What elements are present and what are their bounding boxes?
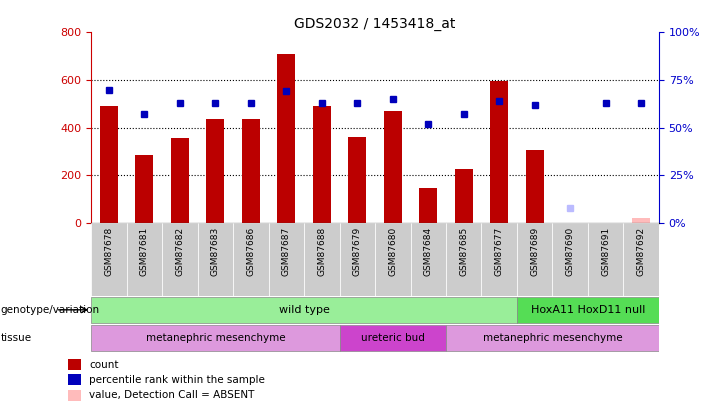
Bar (411, 223, 446, 296)
Bar (313, 106, 331, 223)
Bar (375, 223, 411, 296)
Text: GSM87684: GSM87684 (424, 226, 433, 275)
Text: GSM87686: GSM87686 (246, 226, 255, 276)
Bar (100, 106, 118, 223)
Bar (588, 223, 623, 296)
Bar (91, 297, 517, 322)
Text: count: count (89, 360, 118, 370)
Text: GSM87685: GSM87685 (459, 226, 468, 276)
Bar (162, 223, 198, 296)
Bar (233, 223, 268, 296)
Bar (455, 169, 472, 223)
Text: GSM87680: GSM87680 (388, 226, 397, 276)
Bar (135, 155, 154, 223)
Text: value, Detection Call = ABSENT: value, Detection Call = ABSENT (89, 390, 254, 400)
Bar (339, 223, 375, 296)
Bar (446, 325, 659, 351)
Text: ureteric bud: ureteric bud (361, 333, 425, 343)
Bar (278, 54, 295, 223)
Bar (632, 217, 650, 223)
Bar (198, 223, 233, 296)
Bar (623, 223, 659, 296)
Bar (242, 119, 259, 223)
Text: GSM87690: GSM87690 (566, 226, 575, 276)
Bar (91, 325, 339, 351)
Bar (268, 223, 304, 296)
Text: tissue: tissue (1, 333, 32, 343)
Text: wild type: wild type (278, 305, 329, 315)
Bar (68, 390, 81, 401)
Text: GSM87688: GSM87688 (318, 226, 326, 276)
Text: GSM87678: GSM87678 (104, 226, 114, 276)
Text: metanephric mesenchyme: metanephric mesenchyme (146, 333, 285, 343)
Text: GSM87677: GSM87677 (495, 226, 504, 276)
Text: GSM87682: GSM87682 (175, 226, 184, 275)
Bar (552, 223, 588, 296)
Bar (91, 223, 127, 296)
Bar (384, 111, 402, 223)
Bar (446, 223, 482, 296)
Bar (171, 138, 189, 223)
Text: GSM87681: GSM87681 (140, 226, 149, 276)
Bar (348, 137, 366, 223)
Text: genotype/variation: genotype/variation (1, 305, 100, 315)
Bar (526, 150, 543, 223)
Text: metanephric mesenchyme: metanephric mesenchyme (483, 333, 622, 343)
Bar (68, 359, 81, 370)
Bar (482, 223, 517, 296)
Bar (207, 119, 224, 223)
Text: GSM87687: GSM87687 (282, 226, 291, 276)
Bar (517, 297, 659, 322)
Text: GSM87691: GSM87691 (601, 226, 610, 276)
Text: GSM87692: GSM87692 (637, 226, 646, 275)
Text: GSM87679: GSM87679 (353, 226, 362, 276)
Bar (339, 325, 446, 351)
Bar (304, 223, 339, 296)
Text: percentile rank within the sample: percentile rank within the sample (89, 375, 265, 385)
Text: HoxA11 HoxD11 null: HoxA11 HoxD11 null (531, 305, 645, 315)
Text: GSM87689: GSM87689 (530, 226, 539, 276)
Bar (68, 374, 81, 386)
Bar (127, 223, 162, 296)
Title: GDS2032 / 1453418_at: GDS2032 / 1453418_at (294, 17, 456, 31)
Bar (419, 188, 437, 223)
Bar (491, 81, 508, 223)
Bar (517, 223, 552, 296)
Text: GSM87683: GSM87683 (211, 226, 220, 276)
